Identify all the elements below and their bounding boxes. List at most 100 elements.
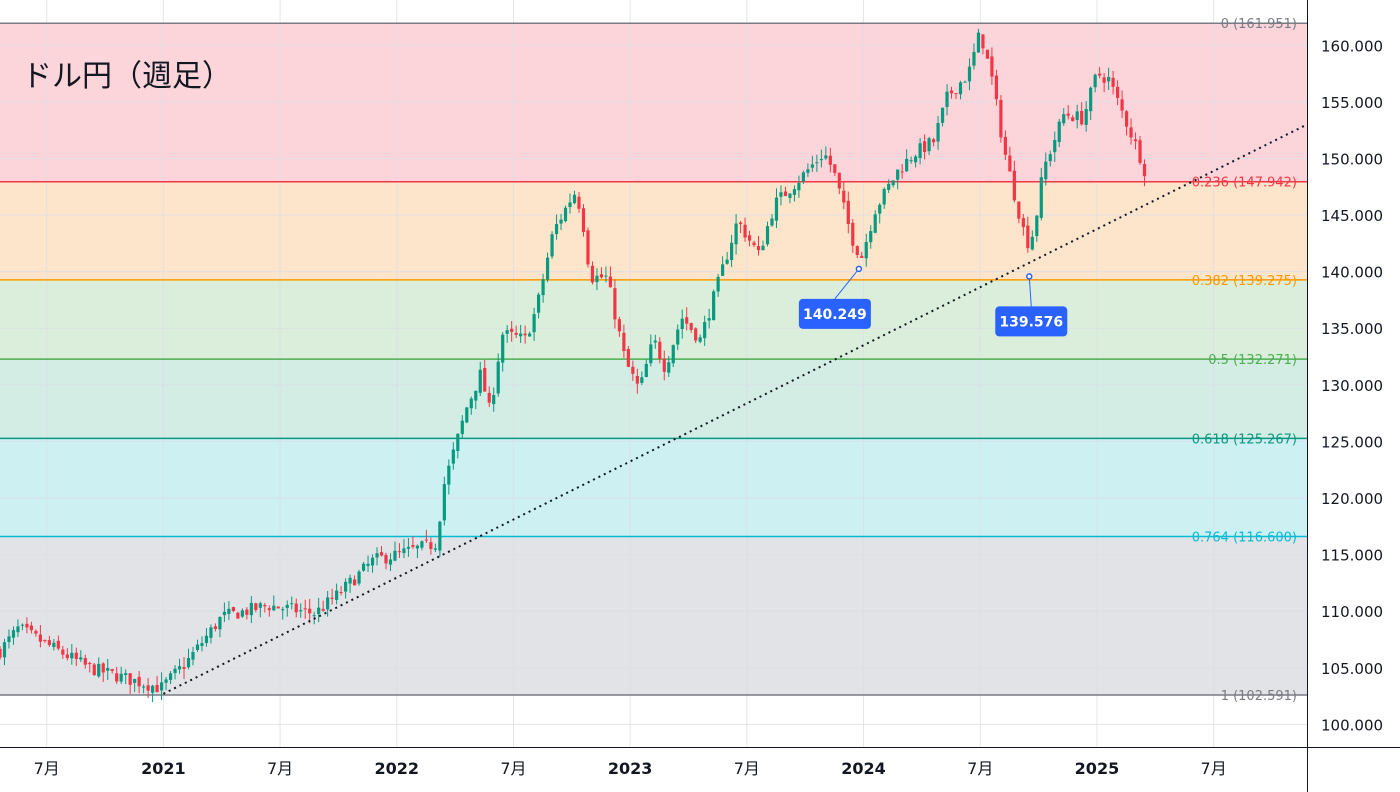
candle[interactable] <box>855 245 859 259</box>
candle[interactable] <box>128 673 132 695</box>
candle[interactable] <box>370 554 375 573</box>
candle[interactable] <box>967 58 972 91</box>
candle[interactable] <box>1124 109 1129 136</box>
candle[interactable] <box>406 538 411 557</box>
candle[interactable] <box>626 345 630 368</box>
candle[interactable] <box>469 396 473 415</box>
candle[interactable] <box>222 602 227 623</box>
candle[interactable] <box>438 520 442 557</box>
candle[interactable] <box>662 350 666 381</box>
candle[interactable] <box>415 544 420 559</box>
candle[interactable] <box>505 325 509 343</box>
candle[interactable] <box>528 331 532 337</box>
candle[interactable] <box>590 261 595 285</box>
candle[interactable] <box>896 169 900 190</box>
candle[interactable] <box>1066 105 1070 120</box>
candle[interactable] <box>173 665 177 680</box>
candle[interactable] <box>721 256 725 276</box>
candle[interactable] <box>676 324 680 351</box>
candle[interactable] <box>70 644 74 665</box>
candle[interactable] <box>949 86 954 99</box>
candle[interactable] <box>124 669 128 685</box>
candle[interactable] <box>972 43 976 70</box>
candle[interactable] <box>487 386 491 407</box>
candle[interactable] <box>1021 213 1025 236</box>
candle[interactable] <box>1133 132 1138 150</box>
candle[interactable] <box>267 605 271 617</box>
candle[interactable] <box>330 588 334 605</box>
candle[interactable] <box>294 598 298 618</box>
candle[interactable] <box>281 606 285 620</box>
candle[interactable] <box>231 606 235 613</box>
candle[interactable] <box>88 661 92 673</box>
candle[interactable] <box>680 309 684 339</box>
candle[interactable] <box>1093 73 1097 93</box>
candle[interactable] <box>110 668 114 674</box>
candle[interactable] <box>716 274 720 297</box>
candle[interactable] <box>1080 102 1084 126</box>
candle[interactable] <box>595 268 599 291</box>
candle[interactable] <box>828 147 832 173</box>
candle[interactable] <box>344 578 348 599</box>
candle[interactable] <box>1120 90 1124 119</box>
candle[interactable] <box>545 252 550 283</box>
candle[interactable] <box>272 595 276 612</box>
candle[interactable] <box>339 586 343 596</box>
candle[interactable] <box>1057 118 1061 148</box>
candle[interactable] <box>734 214 738 255</box>
candle[interactable] <box>119 666 123 684</box>
candle[interactable] <box>299 603 303 618</box>
candle[interactable] <box>927 136 931 156</box>
candle[interactable] <box>864 233 868 267</box>
candle[interactable] <box>1026 216 1030 253</box>
candle[interactable] <box>227 601 231 621</box>
candle[interactable] <box>514 325 518 339</box>
candle[interactable] <box>1089 86 1093 120</box>
candle[interactable] <box>815 154 819 172</box>
candle[interactable] <box>348 574 352 593</box>
price-axis[interactable]: 100.000 105.000 110.000 115.000 120.000 125.0… <box>1307 0 1400 792</box>
candle[interactable] <box>43 639 47 643</box>
candle[interactable] <box>765 221 770 247</box>
candle[interactable] <box>209 624 213 644</box>
candle[interactable] <box>168 670 173 685</box>
candle[interactable] <box>433 543 437 553</box>
candle[interactable] <box>465 406 469 424</box>
candle[interactable] <box>532 307 536 341</box>
candle[interactable] <box>905 149 909 172</box>
candle[interactable] <box>483 359 487 392</box>
candle[interactable] <box>586 227 590 268</box>
candle[interactable] <box>550 231 554 259</box>
candle[interactable] <box>1102 73 1106 93</box>
candle[interactable] <box>990 47 994 85</box>
candle[interactable] <box>20 623 25 631</box>
candle[interactable] <box>1098 66 1102 79</box>
candle[interactable] <box>523 325 527 344</box>
candle[interactable] <box>801 170 806 185</box>
candle[interactable] <box>698 334 702 344</box>
candle[interactable] <box>258 601 262 618</box>
candle[interactable] <box>940 107 945 127</box>
candle[interactable] <box>402 539 406 559</box>
price-callout[interactable]: 140.249 <box>798 265 871 329</box>
candle[interactable] <box>1039 167 1043 221</box>
candle[interactable] <box>694 327 698 343</box>
candle[interactable] <box>379 546 384 557</box>
candle[interactable] <box>34 629 38 637</box>
candle[interactable] <box>510 321 514 342</box>
candle[interactable] <box>572 190 577 205</box>
candle[interactable] <box>451 442 455 470</box>
candle[interactable] <box>106 658 110 680</box>
candle[interactable] <box>249 596 253 624</box>
candle[interactable] <box>729 234 734 267</box>
candle[interactable] <box>810 155 814 172</box>
candle[interactable] <box>945 84 949 116</box>
candle[interactable] <box>981 34 985 55</box>
candle[interactable] <box>146 678 150 698</box>
candle[interactable] <box>743 217 747 242</box>
candle[interactable] <box>321 600 325 612</box>
candle[interactable] <box>1075 104 1079 129</box>
candle[interactable] <box>819 149 823 168</box>
candle[interactable] <box>29 621 34 634</box>
